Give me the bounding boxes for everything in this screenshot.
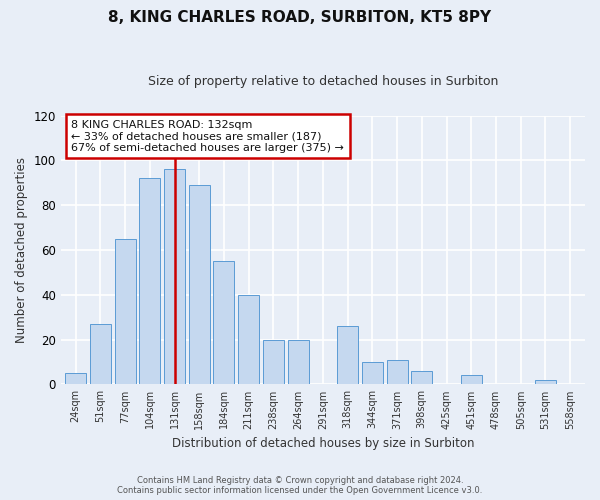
- Bar: [115, 239, 136, 384]
- Text: Contains HM Land Registry data © Crown copyright and database right 2024.
Contai: Contains HM Land Registry data © Crown c…: [118, 476, 482, 495]
- Bar: [337, 326, 358, 384]
- Bar: [65, 373, 86, 384]
- Text: 8 KING CHARLES ROAD: 132sqm
← 33% of detached houses are smaller (187)
67% of se: 8 KING CHARLES ROAD: 132sqm ← 33% of det…: [71, 120, 344, 153]
- Bar: [189, 185, 210, 384]
- Bar: [164, 170, 185, 384]
- Bar: [263, 340, 284, 384]
- X-axis label: Distribution of detached houses by size in Surbiton: Distribution of detached houses by size …: [172, 437, 474, 450]
- Bar: [535, 380, 556, 384]
- Bar: [238, 295, 259, 384]
- Bar: [461, 376, 482, 384]
- Text: 8, KING CHARLES ROAD, SURBITON, KT5 8PY: 8, KING CHARLES ROAD, SURBITON, KT5 8PY: [109, 10, 491, 25]
- Bar: [287, 340, 308, 384]
- Bar: [90, 324, 111, 384]
- Bar: [411, 371, 433, 384]
- Bar: [386, 360, 407, 384]
- Bar: [214, 261, 235, 384]
- Title: Size of property relative to detached houses in Surbiton: Size of property relative to detached ho…: [148, 75, 498, 88]
- Y-axis label: Number of detached properties: Number of detached properties: [15, 157, 28, 343]
- Bar: [362, 362, 383, 384]
- Bar: [139, 178, 160, 384]
